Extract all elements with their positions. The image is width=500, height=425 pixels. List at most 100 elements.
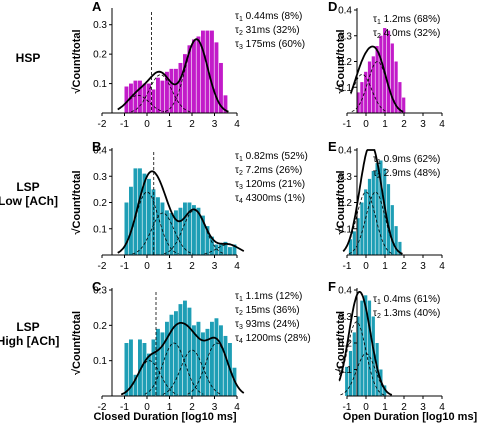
histogram-bar bbox=[386, 30, 391, 114]
row-label: LSP bbox=[16, 320, 39, 334]
histogram-bar bbox=[133, 374, 138, 396]
x-tick-label: 1 bbox=[382, 261, 388, 272]
histogram-bar bbox=[398, 241, 402, 255]
y-axis-title: √Count/total bbox=[71, 29, 83, 93]
y-axis-title: √Count/total bbox=[71, 170, 83, 234]
histogram-bar bbox=[371, 316, 375, 396]
histogram-bar bbox=[124, 202, 129, 255]
histogram-bar bbox=[124, 86, 129, 113]
x-tick-label: 2 bbox=[189, 402, 195, 413]
tau-annotation: τ2 1.3ms (40%) bbox=[373, 308, 440, 320]
histogram-bar bbox=[394, 226, 398, 255]
x-tick-label: 2 bbox=[401, 261, 407, 272]
row-label: LSP bbox=[16, 180, 39, 194]
x-tick-label: 3 bbox=[212, 402, 218, 413]
histogram-bar bbox=[356, 92, 360, 113]
histogram-bar bbox=[219, 325, 223, 396]
x-tick-label: 3 bbox=[420, 261, 426, 272]
x-tick-label: -1 bbox=[120, 119, 129, 130]
x-tick-label: -1 bbox=[343, 261, 352, 272]
y-tick-label: 0.1 bbox=[338, 224, 352, 235]
component-fit-curve bbox=[132, 212, 194, 255]
histogram-bar bbox=[160, 80, 165, 113]
histogram-bar bbox=[151, 89, 156, 113]
component-fit-curve bbox=[117, 94, 165, 113]
histogram-bar bbox=[360, 300, 364, 396]
histogram-bar bbox=[205, 328, 210, 396]
histogram-bar bbox=[129, 339, 133, 396]
histogram-bar bbox=[364, 71, 368, 113]
x-tick-label: 2 bbox=[189, 119, 195, 130]
y-axis-title: √Count/total bbox=[335, 311, 347, 375]
histogram-bar bbox=[219, 62, 223, 113]
y-tick-label: 0.3 bbox=[93, 20, 107, 31]
histogram-bar bbox=[232, 244, 237, 255]
total-fit-curve bbox=[342, 149, 403, 255]
histogram-bar bbox=[201, 332, 205, 396]
y-tick-label: 0.2 bbox=[338, 198, 352, 209]
histogram-bar bbox=[214, 318, 219, 396]
tau-annotation: τ1 0.44ms (8%) bbox=[235, 11, 302, 23]
total-fit-curve bbox=[117, 38, 229, 113]
row-label: Low [ACh] bbox=[0, 194, 58, 208]
panel-a: A -2 -1 0 1 2 3 4 0.1 0.2 0.3 τ1 0.44ms (8%) τ2 31ms… bbox=[71, 0, 305, 130]
histogram-bar bbox=[156, 197, 160, 255]
histogram-bar bbox=[201, 30, 205, 114]
panel-c: C -2 -1 0 1 2 3 4 0.1 0.2 0.3 τ1 1.1ms (12%) τ2 15ms… bbox=[71, 279, 311, 413]
x-tick-label: 0 bbox=[144, 119, 150, 130]
component-fit-curve bbox=[339, 321, 385, 396]
y-tick-label: 0.4 bbox=[338, 286, 352, 297]
component-fit-curve bbox=[163, 209, 225, 255]
histogram-bar bbox=[364, 189, 368, 255]
y-axis-title: √Count/total bbox=[335, 29, 347, 93]
component-fit-curve bbox=[144, 342, 204, 395]
histogram-bar bbox=[356, 316, 360, 396]
histogram-bar bbox=[129, 186, 133, 255]
histogram-bar bbox=[151, 339, 156, 396]
x-tick-label: 1 bbox=[382, 119, 388, 130]
histogram-bar bbox=[174, 210, 178, 255]
histogram-bar bbox=[356, 218, 360, 255]
x-tick-label: 4 bbox=[234, 119, 240, 130]
histogram-bar bbox=[138, 80, 142, 113]
x-tick-label: 3 bbox=[420, 119, 426, 130]
tau-annotation: τ2 7.2ms (26%) bbox=[235, 165, 302, 177]
tau-annotation: τ1 1.1ms (12%) bbox=[235, 291, 302, 303]
y-tick-label: 0.2 bbox=[338, 339, 352, 350]
panel-letter: E bbox=[328, 139, 337, 154]
x-tick-label: 2 bbox=[401, 119, 407, 130]
histogram-bar bbox=[142, 173, 147, 255]
histogram-bar bbox=[192, 39, 196, 113]
x-tick-label: -2 bbox=[98, 261, 107, 272]
histogram-bar bbox=[223, 241, 228, 255]
x-tick-label: 1 bbox=[167, 402, 173, 413]
histogram-bar bbox=[196, 207, 201, 255]
total-fit-curve bbox=[349, 45, 404, 113]
histogram-bar bbox=[352, 231, 356, 255]
histogram-bar bbox=[133, 80, 138, 113]
panel-d: D -1 0 1 2 3 4 0.1 0.2 0.3 0.4 τ1 1.2ms (68%) τ2 4.0… bbox=[328, 0, 445, 130]
tau-annotation: τ3 175ms (60%) bbox=[235, 39, 305, 51]
histogram-bar bbox=[174, 68, 178, 113]
total-fit-curve bbox=[117, 170, 245, 254]
y-tick-label: 0.1 bbox=[93, 356, 107, 367]
x-tick-label: -2 bbox=[98, 119, 107, 130]
component-fit-curve bbox=[342, 191, 393, 255]
histogram-bar bbox=[138, 168, 142, 255]
histogram-bar bbox=[165, 71, 169, 113]
histogram-bar bbox=[223, 95, 228, 113]
histogram-bar bbox=[360, 202, 364, 255]
histogram-bar bbox=[183, 300, 187, 396]
y-tick-label: 0.2 bbox=[93, 50, 107, 61]
histogram-bar bbox=[345, 366, 349, 396]
y-tick-label: 0.3 bbox=[93, 286, 107, 297]
tau-annotation: τ4 1200ms (28%) bbox=[235, 333, 311, 345]
tau-annotation: τ2 15ms (36%) bbox=[235, 305, 300, 317]
histogram-bar bbox=[214, 244, 219, 255]
tau-annotation: τ1 0.4ms (61%) bbox=[373, 294, 440, 306]
x-tick-label: 3 bbox=[212, 119, 218, 130]
x-tick-label: -2 bbox=[98, 402, 107, 413]
x-tick-label: 3 bbox=[212, 261, 218, 272]
component-fit-curve bbox=[131, 74, 190, 113]
histogram-bar bbox=[348, 239, 353, 255]
